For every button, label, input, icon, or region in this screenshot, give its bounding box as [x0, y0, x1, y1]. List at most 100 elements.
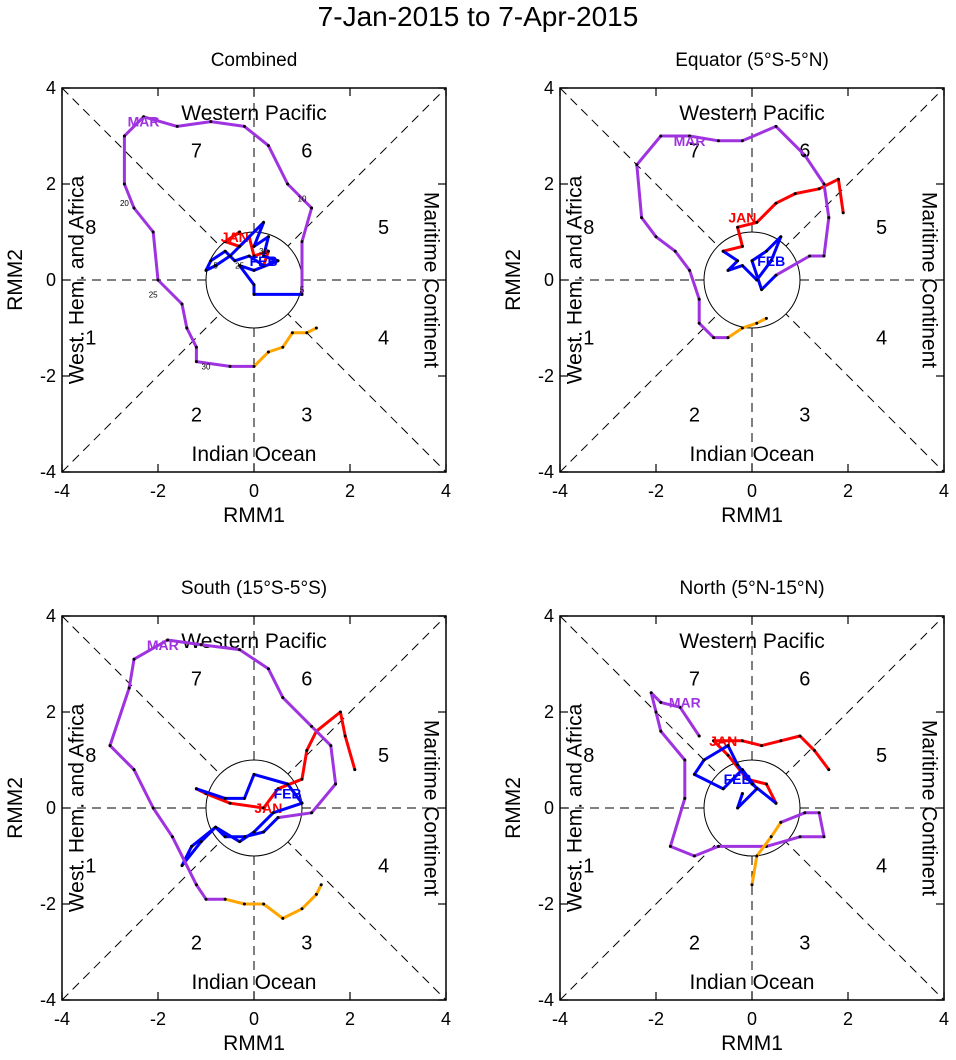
day-marker — [750, 883, 754, 887]
phase-number: 7 — [689, 668, 700, 690]
day-marker — [822, 835, 826, 839]
day-marker — [122, 134, 126, 138]
month-label-mar: MAR — [669, 694, 701, 710]
day-marker — [827, 768, 831, 772]
y-tick-label: -4 — [538, 462, 554, 482]
trajectory-mar — [122, 115, 314, 368]
day-marker — [180, 302, 184, 306]
day-marker — [692, 854, 696, 858]
day-marker — [199, 643, 203, 647]
day-marker — [721, 249, 725, 253]
day-marker — [841, 211, 845, 215]
day-marker — [659, 700, 663, 704]
x-tick-label: 4 — [939, 481, 949, 501]
trajectory-mar — [635, 124, 831, 340]
x-tick-label: 2 — [843, 1009, 853, 1029]
day-marker — [726, 336, 730, 340]
day-marker — [726, 744, 730, 748]
day-marker — [266, 350, 270, 354]
y-tick-label: 0 — [544, 798, 554, 818]
region-label-bottom: Indian Ocean — [690, 971, 815, 994]
phase-number: 6 — [301, 668, 312, 690]
x-tick-label: 0 — [747, 481, 757, 501]
day-marker — [755, 278, 759, 282]
day-marker — [319, 883, 323, 887]
day-marker — [209, 120, 213, 124]
day-marker — [266, 249, 270, 253]
phase-number: 6 — [799, 668, 810, 690]
region-label-top: Western Pacific — [181, 102, 327, 125]
day-marker — [712, 739, 716, 743]
day-marker — [242, 124, 246, 128]
day-marker — [310, 206, 314, 210]
day-marker — [194, 360, 198, 364]
day-marker — [190, 844, 194, 848]
x-tick-label: -2 — [648, 481, 664, 501]
day-marker — [300, 292, 304, 296]
day-marker — [329, 744, 333, 748]
day-marker — [142, 115, 146, 119]
day-marker — [678, 705, 682, 709]
month-label-jan: JAN — [709, 733, 737, 749]
day-marker — [276, 259, 280, 263]
day-marker — [334, 782, 338, 786]
day-marker — [223, 240, 227, 244]
y-tick-label: 0 — [544, 270, 554, 290]
day-marker — [803, 811, 807, 815]
phase-number: 7 — [689, 140, 700, 162]
day-marker — [252, 830, 256, 834]
y-tick-label: 0 — [46, 270, 56, 290]
month-label-mar: MAR — [674, 133, 706, 149]
day-marker — [716, 139, 720, 143]
day-marker — [194, 787, 198, 791]
phase-number: 7 — [191, 140, 202, 162]
month-label-feb: FEB — [274, 786, 302, 802]
day-marker — [238, 264, 242, 268]
day-marker — [281, 345, 285, 349]
y-tick-label: 4 — [46, 78, 56, 98]
day-marker — [262, 254, 266, 258]
day-marker — [238, 230, 242, 234]
day-marker — [300, 240, 304, 244]
phase-number: 5 — [378, 217, 389, 239]
day-marker — [122, 182, 126, 186]
panel-title: North (5°N-15°N) — [679, 578, 824, 599]
phase-number: 5 — [378, 745, 389, 767]
y-axis-label: RMM2 — [4, 249, 27, 311]
panel-title: Combined — [211, 50, 298, 71]
day-marker — [276, 816, 280, 820]
day-marker — [697, 734, 701, 738]
region-label-left: West. Hem. and Africa — [564, 703, 587, 912]
trajectory-apr — [726, 316, 768, 340]
y-tick-label: -4 — [538, 990, 554, 1010]
day-marker — [314, 892, 318, 896]
day-marker — [156, 278, 160, 282]
y-tick-label: 2 — [544, 174, 554, 194]
phase-number: 3 — [799, 932, 810, 954]
day-marker — [266, 667, 270, 671]
day-marker — [238, 648, 242, 652]
day-marker — [736, 806, 740, 810]
day-marker — [108, 744, 112, 748]
day-marker — [774, 201, 778, 205]
day-marker — [305, 331, 309, 335]
day-marker — [252, 268, 256, 272]
day-marker — [266, 235, 270, 239]
day-marker — [343, 734, 347, 738]
y-tick-label: -2 — [40, 366, 56, 386]
day-marker — [726, 268, 730, 272]
month-label-feb: FEB — [250, 253, 278, 269]
region-label-left: West. Hem. and Africa — [66, 703, 89, 912]
day-marker — [769, 835, 773, 839]
day-marker — [764, 249, 768, 253]
day-marker — [170, 835, 174, 839]
day-marker — [740, 739, 744, 743]
day-marker — [353, 768, 357, 772]
day-marker — [822, 254, 826, 258]
day-marker — [740, 244, 744, 248]
region-label-bottom: Indian Ocean — [192, 443, 317, 466]
day-marker — [779, 739, 783, 743]
day-marker — [223, 835, 227, 839]
y-tick-label: -2 — [40, 894, 56, 914]
day-marker — [300, 777, 304, 781]
